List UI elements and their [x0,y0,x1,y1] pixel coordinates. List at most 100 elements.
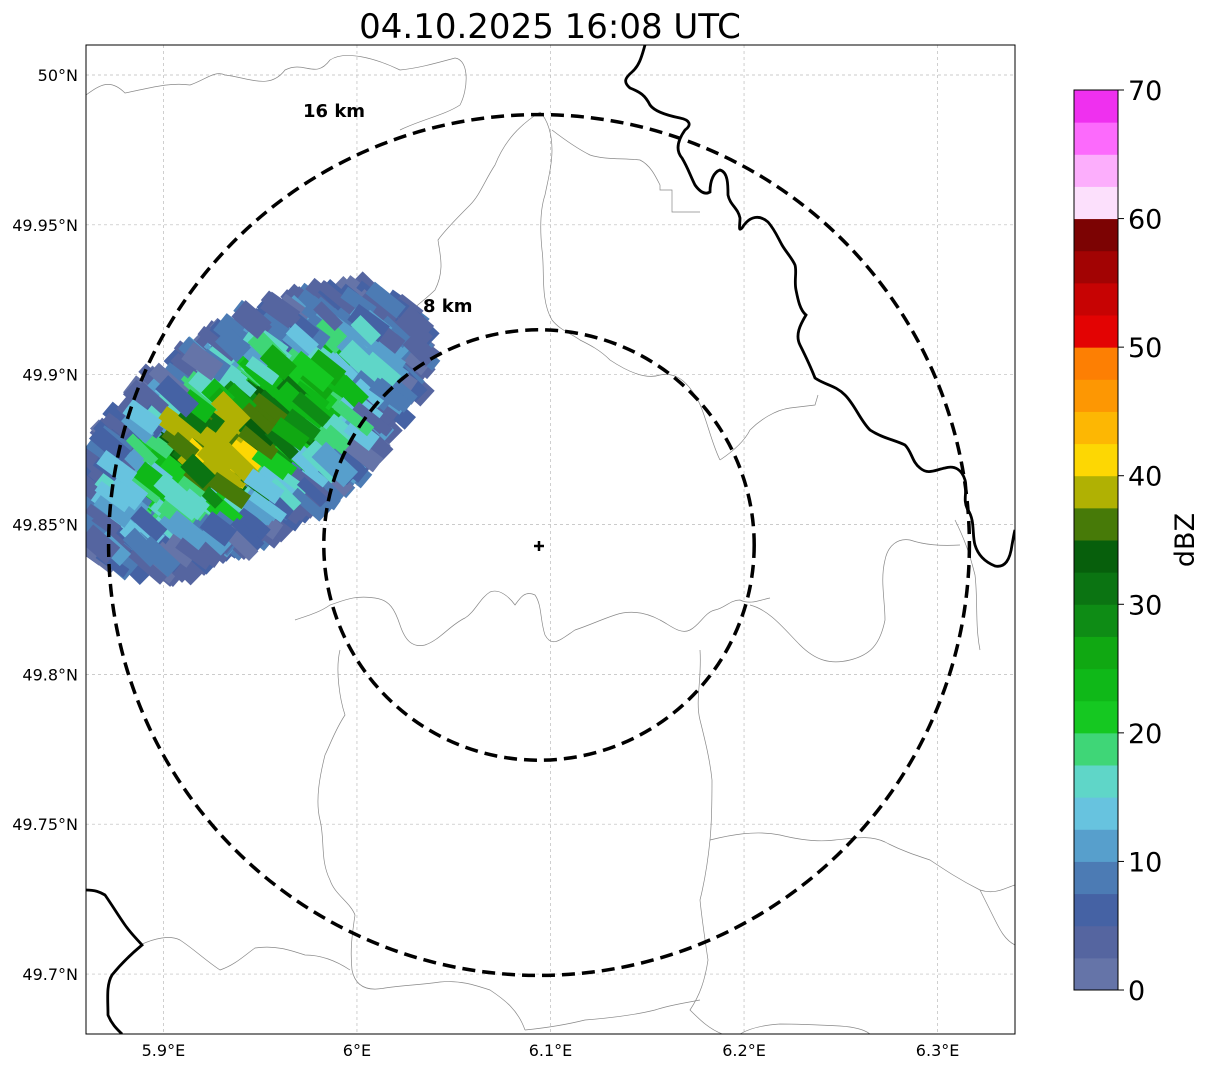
echo-cell [196,443,232,478]
echo-cell [231,300,272,340]
colorbar-swatch [1074,797,1118,830]
echo-cell [199,511,238,547]
echo-cell [333,374,369,410]
country-border [86,888,144,1034]
echo-cell [210,390,251,431]
colorbar-swatch [1074,347,1118,380]
colorbar-tick-label: 60 [1128,205,1162,236]
colorbar-swatch [1074,700,1118,734]
echo-cell [242,402,275,435]
lon-tick-label: 6.3°E [916,1041,960,1060]
echo-cell [181,342,224,381]
lat-tick-label: 49.9°N [22,366,78,385]
echo-cell [344,436,384,473]
colorbar-swatch [1074,282,1118,316]
echo-cell [107,472,149,511]
gridlines [86,45,1015,1034]
echo-cell [137,535,181,578]
municipal-border [719,394,819,461]
echo-cell [259,344,298,381]
echo-cell [89,425,131,465]
echo-cell [252,392,290,426]
echo-cell [352,401,393,437]
country-border [624,45,1015,568]
municipal-border [404,111,541,319]
echo-cell [296,476,329,507]
echo-cell [207,471,251,510]
echo-cell [155,406,199,445]
echo-cell [155,375,200,418]
echo-cell [125,433,159,466]
lon-tick-label: 5.9°E [142,1041,186,1060]
range-ring-16km [106,112,972,978]
echo-cell [402,331,439,367]
municipal-border [689,649,724,1034]
colorbar-swatch [1074,475,1118,509]
echo-cell [333,400,375,437]
echo-cell [127,548,167,585]
echo-cell [369,342,407,375]
colorbar-swatch [1074,540,1118,573]
echo-cell [285,323,319,355]
echo-cell [248,490,287,523]
echo-cell [292,391,331,428]
echo-cell [282,473,310,497]
municipal-border [979,889,1015,946]
echo-cell [245,355,280,386]
colorbar-swatch [1074,861,1118,895]
echo-cell [282,408,321,444]
municipal-border [524,999,701,1031]
colorbar-swatch [1074,250,1118,284]
colorbar-swatch [1074,925,1118,959]
municipal-border [551,129,700,213]
colorbar-swatch [1074,315,1118,348]
colorbar-swatch [1074,154,1118,187]
municipal-border [739,1023,871,1034]
radar-site-marker [534,541,544,551]
echo-cell [153,472,190,508]
range-ring-label: 8 km [423,296,473,317]
echo-cell [134,381,169,414]
map-frame [85,44,1016,1035]
colorbar-swatch [1074,122,1118,155]
radar-echoes [86,271,441,587]
echo-cell [340,286,377,318]
colorbar: 0 10 20 30 40 50 60 70 dBZ [1073,76,1201,1007]
echo-cell [311,441,359,488]
colorbar-tick-label: 20 [1128,719,1162,750]
municipal-border [709,832,1015,893]
echo-cell [165,510,210,551]
colorbar-swatch [1074,829,1118,862]
echo-cell [271,417,310,452]
municipal-border [86,55,467,131]
colorbar-tick-label: 50 [1128,333,1162,364]
colorbar-swatch [1074,186,1118,220]
echo-cell [86,503,122,535]
municipal-border [954,519,981,651]
echo-cell [368,377,409,412]
echo-cell [167,431,200,463]
colorbar-swatch [1074,443,1118,477]
echo-cell [318,280,357,315]
colorbar-swatch [1074,732,1118,766]
colorbar-frame [1073,89,1119,991]
lon-tick-label: 6.2°E [722,1041,766,1060]
lon-tick-label: 6°E [343,1041,371,1060]
echo-cell [306,349,347,387]
colorbar-swatch [1074,668,1118,702]
echo-cell [215,326,251,363]
municipal-border [139,937,351,971]
municipal-border [317,649,526,1031]
colorbar-swatch [1074,90,1118,123]
echo-cell [259,291,301,329]
echo-cell [365,281,406,319]
colorbar-swatch [1074,636,1118,670]
echo-cell [233,506,271,543]
echo-cell [130,506,168,542]
colorbar-tick-label: 70 [1128,76,1162,107]
lat-tick-label: 50°N [38,66,78,85]
lat-tick-label: 49.8°N [22,665,78,684]
echo-cell [175,537,214,570]
colorbar-tick-label: 40 [1128,462,1162,493]
